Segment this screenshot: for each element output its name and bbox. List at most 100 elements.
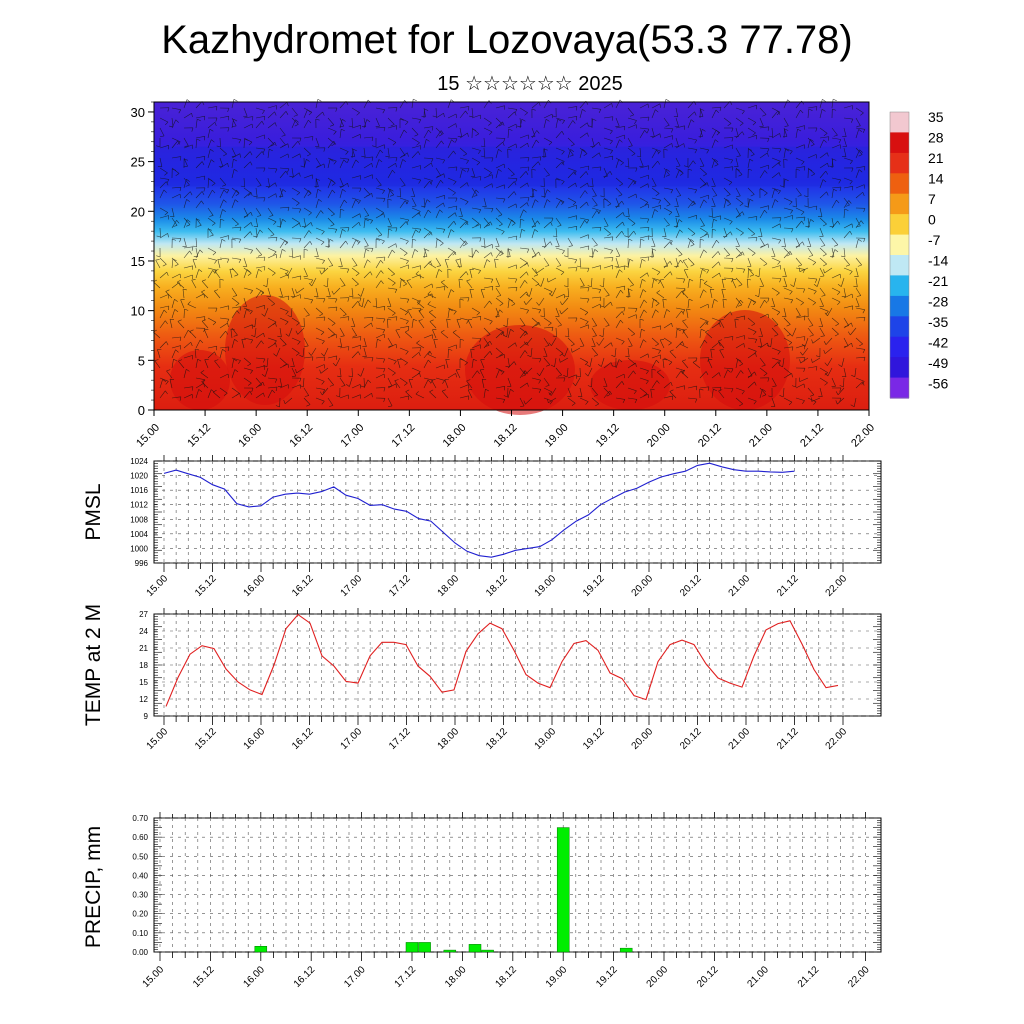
wind-barb bbox=[747, 247, 756, 254]
wind-barb bbox=[555, 117, 565, 121]
wind-barb bbox=[399, 187, 401, 198]
wind-barb bbox=[428, 262, 437, 269]
wind-barb-flag bbox=[742, 251, 745, 256]
wind-barb bbox=[681, 360, 689, 369]
wind-barb-flag bbox=[235, 303, 240, 306]
wind-barb-flag bbox=[823, 349, 826, 354]
wind-barb bbox=[207, 139, 212, 149]
wind-barb bbox=[819, 327, 825, 336]
wind-barb bbox=[627, 357, 636, 365]
wind-barb-flag bbox=[358, 304, 363, 308]
wind-barb bbox=[363, 271, 371, 279]
wind-barb-flag bbox=[452, 192, 456, 196]
precip-bar bbox=[254, 946, 268, 953]
wind-barb bbox=[351, 344, 361, 349]
wind-barb bbox=[303, 297, 313, 301]
wind-barb-flag bbox=[200, 370, 205, 373]
wind-barb-flag bbox=[377, 338, 382, 342]
wind-barb bbox=[615, 126, 625, 129]
wind-barb-flag bbox=[405, 329, 409, 333]
wind-barb bbox=[254, 327, 257, 337]
wind-barb-flag bbox=[858, 169, 863, 173]
wind-barb-flag bbox=[359, 336, 362, 341]
wind-barb-flag bbox=[307, 193, 312, 196]
wind-barb-flag bbox=[323, 163, 325, 168]
wind-barb-flag bbox=[318, 199, 322, 202]
wind-barb-flag bbox=[439, 209, 443, 213]
wind-barb bbox=[555, 307, 560, 317]
wind-barb bbox=[682, 320, 689, 329]
wind-barb bbox=[807, 219, 811, 229]
wind-barb-flag bbox=[197, 225, 202, 227]
wind-barb bbox=[423, 126, 433, 129]
wind-barb bbox=[255, 290, 262, 299]
wind-barb-flag bbox=[273, 221, 277, 225]
wind-barb bbox=[615, 320, 621, 329]
wind-barb bbox=[435, 112, 444, 119]
wind-barb-flag bbox=[584, 373, 589, 377]
wind-barb-flag bbox=[785, 148, 790, 152]
wind-barb-flag bbox=[214, 122, 217, 127]
wind-barb bbox=[804, 337, 809, 347]
wind-barb bbox=[651, 309, 656, 319]
wind-barb-flag bbox=[863, 357, 866, 362]
wind-barb-flag bbox=[174, 309, 179, 313]
wind-barb-flag bbox=[491, 157, 494, 162]
wind-barb-flag bbox=[211, 139, 215, 143]
wind-barb-flag bbox=[803, 336, 806, 341]
wind-barb-flag bbox=[824, 372, 829, 377]
wind-barb-flag bbox=[294, 124, 299, 127]
wind-barb-flag bbox=[683, 143, 685, 148]
wind-barb bbox=[255, 247, 263, 255]
wind-barb-flag bbox=[564, 285, 569, 288]
wind-barb-flag bbox=[582, 109, 586, 112]
wind-barb-flag bbox=[182, 288, 187, 291]
wind-barb bbox=[663, 187, 673, 190]
wind-barb-flag bbox=[742, 131, 745, 136]
wind-barb-flag bbox=[592, 118, 597, 121]
wind-barb-flag bbox=[349, 295, 354, 298]
wind-barb bbox=[723, 311, 731, 319]
wind-barb-flag bbox=[767, 298, 770, 302]
wind-barb-flag bbox=[261, 340, 264, 345]
wind-barb bbox=[447, 344, 457, 349]
wind-barb bbox=[303, 119, 309, 129]
wind-barb-flag bbox=[295, 352, 300, 356]
wind-barb bbox=[435, 195, 445, 199]
wind-barb-flag bbox=[308, 190, 312, 194]
wind-barb-flag bbox=[570, 149, 574, 152]
wind-barb-flag bbox=[299, 153, 301, 158]
wind-barb bbox=[591, 337, 596, 347]
wind-barb-flag bbox=[227, 323, 229, 328]
wind-barb-flag bbox=[587, 122, 589, 127]
wind-barb-flag bbox=[727, 123, 732, 126]
wind-barb bbox=[855, 184, 865, 189]
wind-barb bbox=[459, 237, 467, 245]
wind-barb bbox=[447, 348, 449, 359]
wind-barb-flag bbox=[331, 323, 336, 326]
wind-barb bbox=[639, 353, 649, 359]
wind-barb-flag bbox=[849, 180, 853, 185]
wind-barb-flag bbox=[233, 358, 238, 362]
wind-barb bbox=[375, 117, 380, 127]
wind-barb-flag bbox=[797, 128, 802, 132]
wind-barb bbox=[159, 127, 165, 137]
wind-barb bbox=[663, 337, 672, 344]
wind-barb bbox=[483, 341, 491, 349]
wind-barb bbox=[243, 324, 253, 329]
wind-barb bbox=[783, 179, 786, 189]
wind-barb bbox=[159, 207, 168, 213]
wind-barb bbox=[807, 106, 817, 109]
wind-barb-flag bbox=[852, 186, 854, 191]
wind-barb-flag bbox=[523, 301, 527, 305]
wind-barb bbox=[819, 267, 825, 277]
wind-barb-flag bbox=[319, 369, 322, 374]
wind-barb bbox=[627, 327, 635, 335]
wind-barb bbox=[180, 299, 185, 309]
wind-barb-flag bbox=[767, 243, 769, 248]
wind-barb bbox=[435, 167, 442, 176]
wind-barb-flag bbox=[700, 328, 705, 332]
wind-barb-flag bbox=[392, 142, 397, 146]
wind-barb bbox=[435, 286, 445, 289]
wind-barb-flag bbox=[399, 118, 404, 121]
